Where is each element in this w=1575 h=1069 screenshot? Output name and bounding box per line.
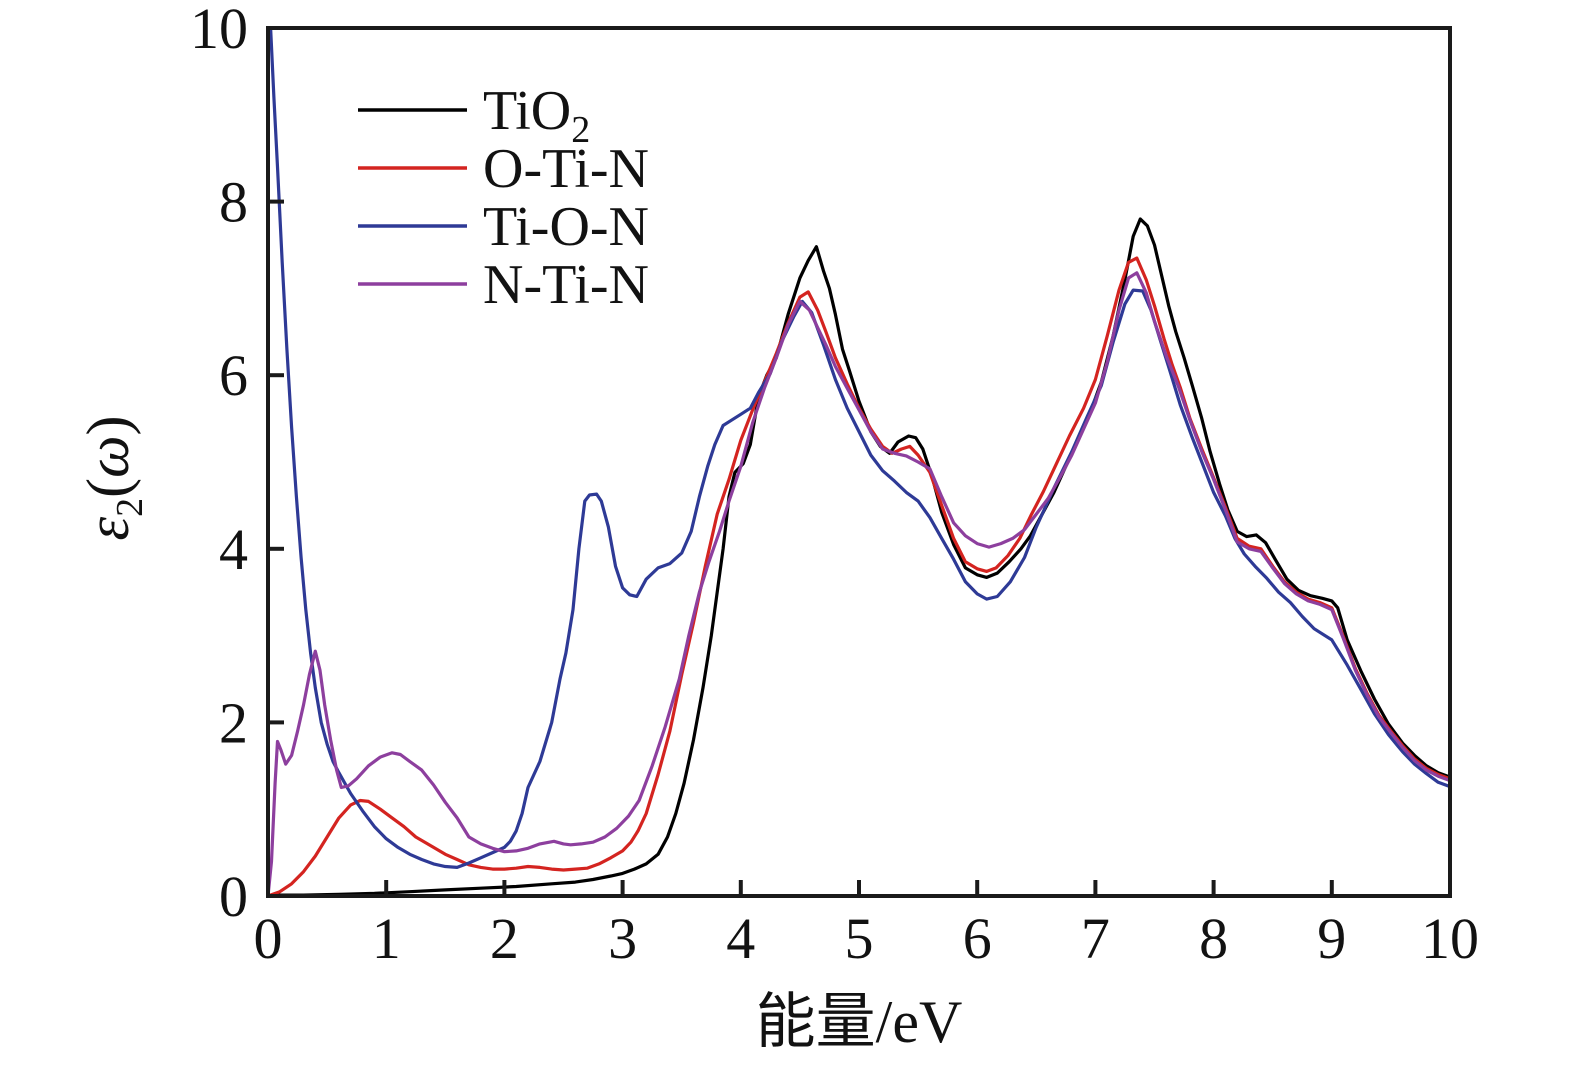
legend-label-tio2: TiO2 [483,80,590,151]
axes-frame-layer [266,26,1452,898]
curves-layer [268,28,1450,896]
y-tick-label-4: 4 [219,517,248,582]
plot-frame [266,26,1452,898]
x-tick-label-1: 1 [372,906,401,971]
x-tick-label-9: 9 [1317,906,1346,971]
y-tick-label-8: 8 [219,170,248,235]
x-tick-label-4: 4 [726,906,755,971]
legend-item-o-ti-n: O-Ti-N [358,138,649,200]
legend-label-n-ti-n: N-Ti-N [483,254,649,316]
legend-item-n-ti-n: N-Ti-N [358,254,649,316]
x-tick-label-7: 7 [1081,906,1110,971]
ticks-layer: 0 1 2 3 4 5 6 7 8 9 10 0 2 4 6 8 10 [190,0,1479,971]
legend-label-o-ti-n: O-Ti-N [483,138,649,200]
x-tick-label-0: 0 [254,906,283,971]
y-tick-label-2: 2 [219,690,248,755]
x-axis-title: 能量/eV [756,989,963,1055]
y-tick-label-0: 0 [219,864,248,929]
x-tick-label-2: 2 [490,906,519,971]
x-tick-label-10: 10 [1421,906,1479,971]
x-tick-label-5: 5 [845,906,874,971]
x-tick-label-3: 3 [608,906,637,971]
y-tick-label-6: 6 [219,343,248,408]
legend-item-tio2: TiO2 [358,80,590,151]
x-tick-label-6: 6 [963,906,992,971]
legend-label-ti-o-n: Ti-O-N [483,196,649,258]
curve-n-ti-n [268,271,1450,896]
y-tick-label-10: 10 [190,0,248,61]
curve-tio2 [268,217,1450,896]
legend-item-ti-o-n: Ti-O-N [358,196,649,258]
y-axis-title: ε2(ω) [75,416,151,541]
x-tick-label-8: 8 [1199,906,1228,971]
curve-ti-o-n [269,28,1450,870]
